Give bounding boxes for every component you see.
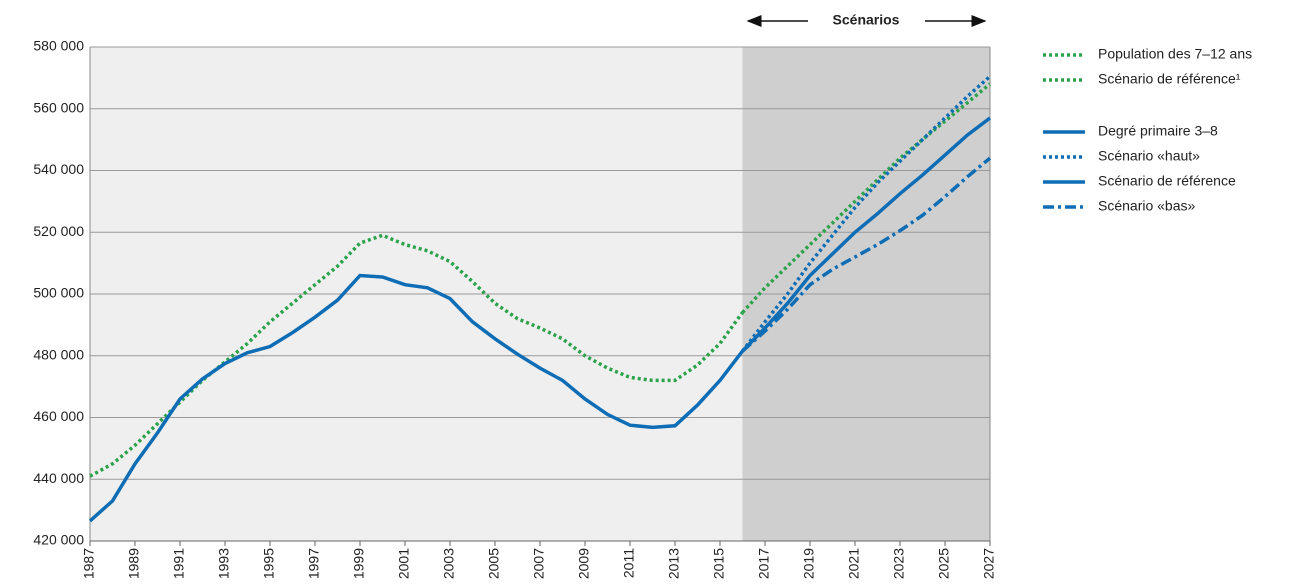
x-tick-label: 2023: [891, 548, 907, 579]
legend-label: Scénario de référence¹: [1098, 71, 1241, 87]
x-tick-label: 2009: [576, 548, 592, 579]
series-line: [741, 116, 992, 353]
x-tick-label: 2019: [801, 548, 817, 579]
x-tick-label: 2025: [936, 548, 952, 579]
y-tick-label: 580 000: [33, 38, 84, 54]
series-line: [741, 156, 992, 353]
x-tick-label: 1993: [216, 548, 232, 579]
y-tick-label: 460 000: [33, 408, 84, 424]
x-tick-label: 2027: [981, 548, 997, 579]
series-line: [741, 74, 992, 353]
grid: [89, 46, 991, 546]
x-tick-label: 2015: [711, 548, 727, 579]
x-tick-label: 2013: [666, 548, 682, 579]
x-tick-label: 2003: [441, 548, 457, 579]
x-tick-label: 1989: [126, 548, 142, 579]
x-tick-label: 2005: [486, 548, 502, 579]
x-tick-label: 1997: [306, 548, 322, 579]
series-line: [741, 82, 992, 314]
x-tick-label: 2017: [756, 548, 772, 579]
legend-label: Scénario «bas»: [1098, 198, 1196, 214]
y-tick-label: 520 000: [33, 223, 84, 239]
series-line: [89, 233, 744, 478]
y-tick-label: 500 000: [33, 285, 84, 301]
y-tick-label: 440 000: [33, 470, 84, 486]
x-tick-label: 1999: [351, 548, 367, 579]
legend-label: Degré primaire 3–8: [1098, 123, 1218, 139]
annotation: Scénarios: [833, 12, 900, 28]
legend-label: Population des 7–12 ans: [1098, 46, 1252, 62]
y-tick-label: 560 000: [33, 99, 84, 115]
y-tick-label: 480 000: [33, 346, 84, 362]
y-tick-label: 420 000: [33, 532, 84, 548]
x-tick-label: 2011: [621, 548, 637, 578]
x-tick-label: 1995: [261, 548, 277, 579]
y-tick-label: 540 000: [33, 161, 84, 177]
legend-label: Scénario «haut»: [1098, 148, 1200, 164]
legend-label: Scénario de référence: [1098, 173, 1236, 189]
series-line: [88, 273, 744, 523]
x-tick-label: 1987: [81, 548, 97, 579]
lines: [88, 74, 992, 523]
x-tick-label: 2007: [531, 548, 547, 579]
x-tick-label: 2021: [846, 548, 862, 579]
x-tick-label: 2001: [396, 548, 412, 579]
x-tick-label: 1991: [171, 548, 187, 579]
